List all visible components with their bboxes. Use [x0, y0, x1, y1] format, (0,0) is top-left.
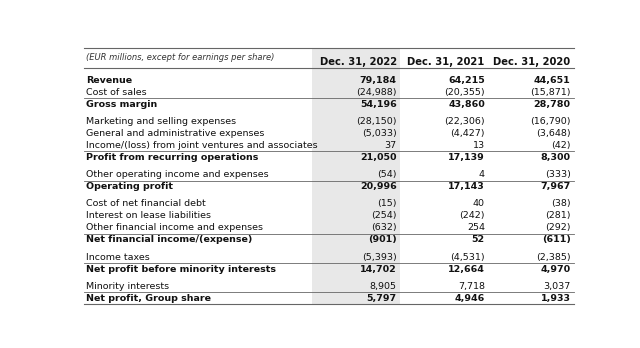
Text: (42): (42) [551, 141, 570, 150]
Text: (632): (632) [371, 223, 397, 232]
Text: General and administrative expenses: General and administrative expenses [86, 129, 265, 138]
Text: (4,531): (4,531) [451, 253, 485, 262]
Text: Dec. 31, 2021: Dec. 31, 2021 [408, 57, 485, 67]
Text: 254: 254 [467, 223, 485, 232]
Text: 79,184: 79,184 [360, 76, 397, 85]
Text: 12,664: 12,664 [448, 264, 485, 274]
Text: Marketing and selling expenses: Marketing and selling expenses [86, 117, 237, 126]
Text: (4,427): (4,427) [451, 129, 485, 138]
Text: 7,967: 7,967 [540, 182, 570, 191]
Text: (3,648): (3,648) [536, 129, 570, 138]
Text: 28,780: 28,780 [534, 100, 570, 109]
Text: Cost of sales: Cost of sales [86, 88, 147, 97]
Text: 54,196: 54,196 [360, 100, 397, 109]
Text: 7,718: 7,718 [458, 282, 485, 291]
Text: Dec. 31, 2020: Dec. 31, 2020 [493, 57, 570, 67]
Text: Cost of net financial debt: Cost of net financial debt [86, 199, 206, 208]
Text: 17,139: 17,139 [448, 153, 485, 162]
Text: 21,050: 21,050 [360, 153, 397, 162]
Text: 43,860: 43,860 [448, 100, 485, 109]
Text: Operating profit: Operating profit [86, 182, 173, 191]
Text: Dec. 31, 2022: Dec. 31, 2022 [319, 57, 397, 67]
Text: (54): (54) [377, 170, 397, 179]
Text: (24,988): (24,988) [356, 88, 397, 97]
Text: (901): (901) [368, 235, 397, 244]
Text: (292): (292) [545, 223, 570, 232]
Text: Profit from recurring operations: Profit from recurring operations [86, 153, 259, 162]
Text: 5,797: 5,797 [367, 294, 397, 303]
Text: Net profit before minority interests: Net profit before minority interests [86, 264, 276, 274]
Text: 20,996: 20,996 [360, 182, 397, 191]
Text: 1,933: 1,933 [541, 294, 570, 303]
Text: (15): (15) [377, 199, 397, 208]
Text: 40: 40 [473, 199, 485, 208]
Text: Minority interests: Minority interests [86, 282, 170, 291]
Text: Income/(loss) from joint ventures and associates: Income/(loss) from joint ventures and as… [86, 141, 318, 150]
Text: (333): (333) [545, 170, 570, 179]
Text: Income taxes: Income taxes [86, 253, 150, 262]
Text: 8,300: 8,300 [541, 153, 570, 162]
Text: 17,143: 17,143 [448, 182, 485, 191]
Text: (22,306): (22,306) [444, 117, 485, 126]
Text: 8,905: 8,905 [370, 282, 397, 291]
Text: 44,651: 44,651 [534, 76, 570, 85]
Text: (16,790): (16,790) [530, 117, 570, 126]
Text: (28,150): (28,150) [356, 117, 397, 126]
Text: Other operating income and expenses: Other operating income and expenses [86, 170, 269, 179]
Text: 4,946: 4,946 [454, 294, 485, 303]
Text: 14,702: 14,702 [360, 264, 397, 274]
Text: 37: 37 [385, 141, 397, 150]
Text: (15,871): (15,871) [530, 88, 570, 97]
Bar [312, 48, 400, 304]
Text: Net profit, Group share: Net profit, Group share [86, 294, 211, 303]
Text: (2,385): (2,385) [536, 253, 570, 262]
Text: (20,355): (20,355) [444, 88, 485, 97]
Text: 52: 52 [472, 235, 485, 244]
Text: (38): (38) [551, 199, 570, 208]
Text: Other financial income and expenses: Other financial income and expenses [86, 223, 264, 232]
Text: (242): (242) [460, 211, 485, 220]
Text: 4: 4 [479, 170, 485, 179]
Text: 3,037: 3,037 [543, 282, 570, 291]
Text: (281): (281) [545, 211, 570, 220]
Text: (EUR millions, except for earnings per share): (EUR millions, except for earnings per s… [86, 53, 275, 62]
Text: (5,033): (5,033) [362, 129, 397, 138]
Text: (254): (254) [371, 211, 397, 220]
Text: Revenue: Revenue [86, 76, 132, 85]
Text: (5,393): (5,393) [362, 253, 397, 262]
Text: Interest on lease liabilities: Interest on lease liabilities [86, 211, 211, 220]
Text: Net financial income/(expense): Net financial income/(expense) [86, 235, 253, 244]
Text: (611): (611) [541, 235, 570, 244]
Text: Gross margin: Gross margin [86, 100, 157, 109]
Text: 4,970: 4,970 [540, 264, 570, 274]
Text: 64,215: 64,215 [448, 76, 485, 85]
Text: 13: 13 [473, 141, 485, 150]
